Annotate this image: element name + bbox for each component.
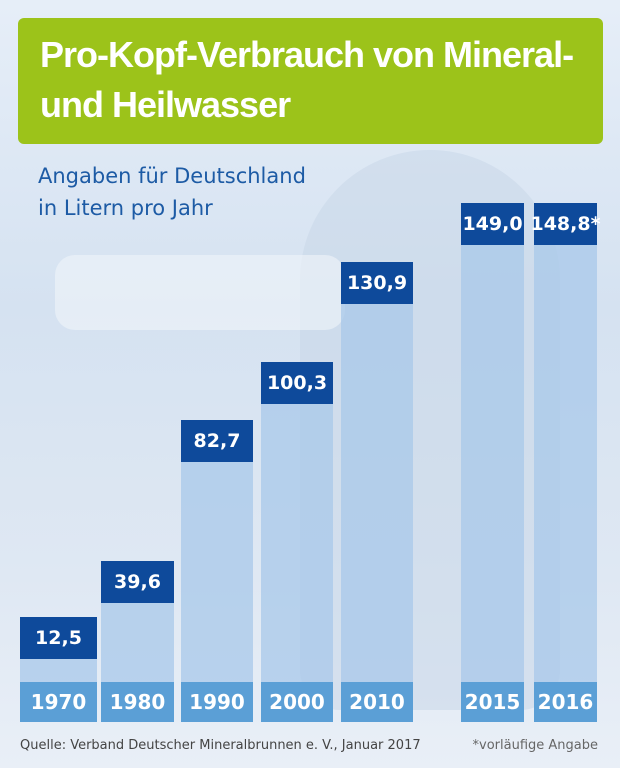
footnote: *vorläufige Angabe — [472, 738, 598, 753]
value-label: 12,5 — [20, 617, 97, 659]
year-label: 2000 — [261, 681, 333, 722]
year-label: 2016 — [534, 681, 597, 722]
value-label: 100,3 — [261, 362, 333, 405]
source: Quelle: Verband Deutscher Mineralbrunnen… — [20, 738, 421, 753]
year-label: 2010 — [341, 681, 413, 722]
value-label: 130,9 — [341, 261, 413, 304]
bar-2000: 100,3 2000 — [261, 362, 333, 722]
value-label: 149,0 — [461, 202, 524, 245]
subtitle-line-1: Angaben für Deutschland — [38, 164, 306, 188]
bar-2015: 149,0 2015 — [461, 202, 524, 722]
value-label: 39,6 — [101, 560, 174, 603]
value-label: 148,8* — [530, 203, 601, 246]
value-label: 82,7 — [181, 419, 253, 462]
background-photo-bottle — [55, 255, 345, 330]
chart-title: Pro-Kopf-Verbrauch von Mineral- und Heil… — [18, 18, 603, 144]
bar-2010: 130,9 2010 — [341, 261, 413, 722]
bar-2016: 148,8* 2016 — [530, 203, 601, 722]
subtitle-line-2: in Litern pro Jahr — [38, 196, 213, 220]
year-label: 1980 — [101, 681, 174, 722]
bar-1970: 12,5 1970 — [20, 617, 97, 722]
bar-1980: 39,6 1980 — [101, 560, 174, 722]
year-label: 1970 — [20, 682, 97, 722]
year-label: 2015 — [461, 681, 524, 722]
year-label: 1990 — [181, 681, 253, 722]
bar-1990: 82,7 1990 — [181, 419, 253, 722]
